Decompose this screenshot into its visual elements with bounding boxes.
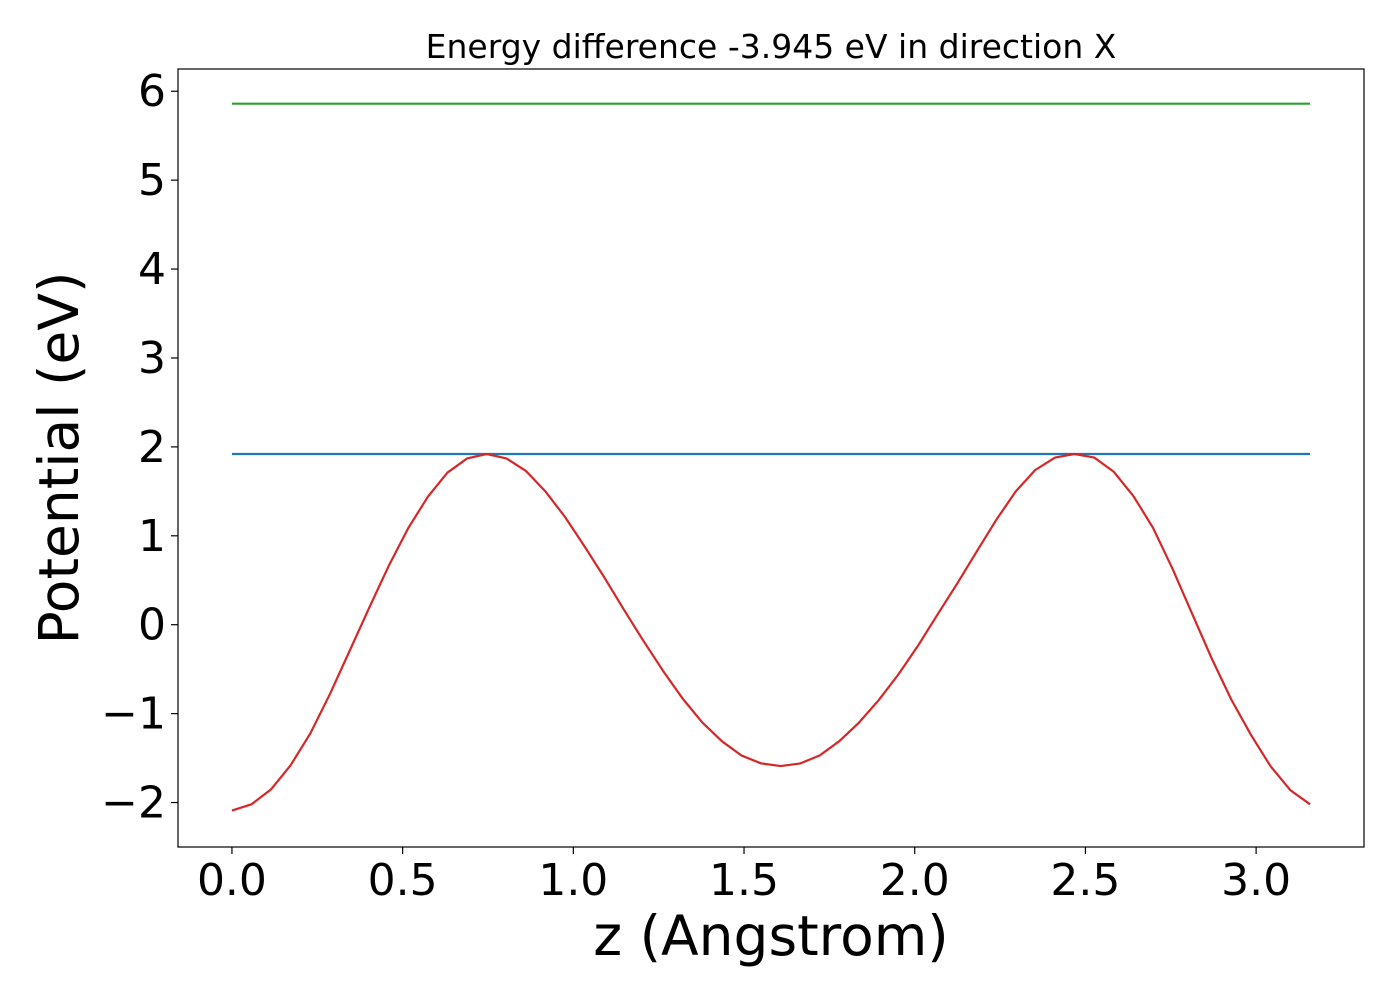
y-tick-label: −1 (101, 689, 166, 740)
y-tick-label: 0 (138, 600, 166, 651)
y-tick-label: 2 (138, 422, 166, 473)
series-layer (231, 102, 1311, 812)
y-tick-label: 3 (138, 333, 166, 384)
x-tick-label: 2.5 (1050, 855, 1120, 906)
y-tick-label: 5 (138, 155, 166, 206)
x-axis-ticks: 0.0 0.5 1.0 1.5 2.0 2.5 3.0 (197, 847, 1291, 906)
y-tick-label: 4 (138, 244, 166, 295)
series-line-2 (231, 452, 1311, 812)
y-axis-title: Potential (eV) (27, 272, 91, 645)
x-tick-label: 3.0 (1221, 855, 1291, 906)
y-tick-label: 1 (138, 511, 166, 562)
y-tick-label: −2 (101, 778, 166, 829)
chart-title: Energy difference -3.945 eV in direction… (426, 27, 1117, 66)
y-tick-label: 6 (138, 66, 166, 117)
y-axis-ticks: −2 −1 0 1 2 3 4 5 6 (101, 66, 178, 829)
x-tick-label: 1.0 (538, 855, 608, 906)
x-axis-title: z (Angstrom) (593, 904, 949, 968)
plot-frame (177, 68, 1365, 848)
x-tick-label: 2.0 (880, 855, 950, 906)
x-tick-label: 1.5 (709, 855, 779, 906)
x-tick-label: 0.0 (197, 855, 267, 906)
x-tick-label: 0.5 (368, 855, 438, 906)
